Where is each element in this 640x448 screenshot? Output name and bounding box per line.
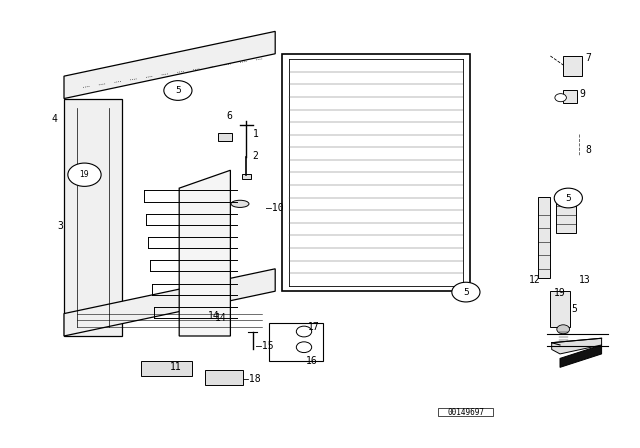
Text: 9: 9 bbox=[579, 89, 585, 99]
Text: 5: 5 bbox=[463, 288, 468, 297]
Polygon shape bbox=[560, 345, 602, 367]
Text: 1: 1 bbox=[253, 129, 259, 139]
Text: 13: 13 bbox=[579, 275, 591, 285]
Bar bbox=[563, 90, 577, 103]
Polygon shape bbox=[550, 291, 570, 327]
Polygon shape bbox=[556, 197, 576, 233]
Text: 3: 3 bbox=[58, 221, 63, 231]
Circle shape bbox=[555, 94, 566, 102]
Polygon shape bbox=[538, 197, 550, 278]
Circle shape bbox=[68, 163, 101, 186]
Text: 7: 7 bbox=[586, 53, 591, 63]
Bar bbox=[438, 408, 493, 416]
Bar bbox=[218, 133, 232, 141]
Polygon shape bbox=[64, 269, 275, 336]
Text: 14: 14 bbox=[214, 313, 226, 323]
Polygon shape bbox=[552, 338, 602, 354]
Bar bbox=[563, 56, 582, 76]
Text: 19: 19 bbox=[554, 289, 565, 298]
Text: —15: —15 bbox=[256, 341, 274, 351]
Circle shape bbox=[164, 81, 192, 100]
Text: 6: 6 bbox=[226, 112, 232, 121]
Bar bbox=[269, 323, 323, 361]
Circle shape bbox=[557, 325, 570, 334]
Text: 00149697: 00149697 bbox=[447, 408, 484, 417]
Bar bbox=[242, 174, 251, 179]
Text: —10: —10 bbox=[266, 203, 284, 213]
Circle shape bbox=[452, 282, 480, 302]
Text: 5: 5 bbox=[572, 304, 577, 314]
Polygon shape bbox=[205, 370, 243, 385]
Polygon shape bbox=[64, 31, 275, 99]
Text: 16: 16 bbox=[306, 356, 317, 366]
Circle shape bbox=[554, 188, 582, 208]
Text: 14: 14 bbox=[208, 311, 220, 321]
Text: 2: 2 bbox=[253, 151, 259, 161]
Polygon shape bbox=[141, 361, 192, 376]
Polygon shape bbox=[64, 99, 122, 336]
Ellipse shape bbox=[231, 200, 249, 207]
Text: 12: 12 bbox=[529, 275, 541, 285]
Text: —18: —18 bbox=[243, 374, 261, 383]
Text: 5: 5 bbox=[566, 194, 571, 202]
Text: 11: 11 bbox=[170, 362, 181, 372]
Text: 17: 17 bbox=[308, 322, 319, 332]
Polygon shape bbox=[179, 170, 230, 336]
Text: 8: 8 bbox=[586, 145, 591, 155]
Text: 4: 4 bbox=[51, 114, 57, 124]
Text: 5: 5 bbox=[175, 86, 180, 95]
Text: 19: 19 bbox=[79, 170, 90, 179]
